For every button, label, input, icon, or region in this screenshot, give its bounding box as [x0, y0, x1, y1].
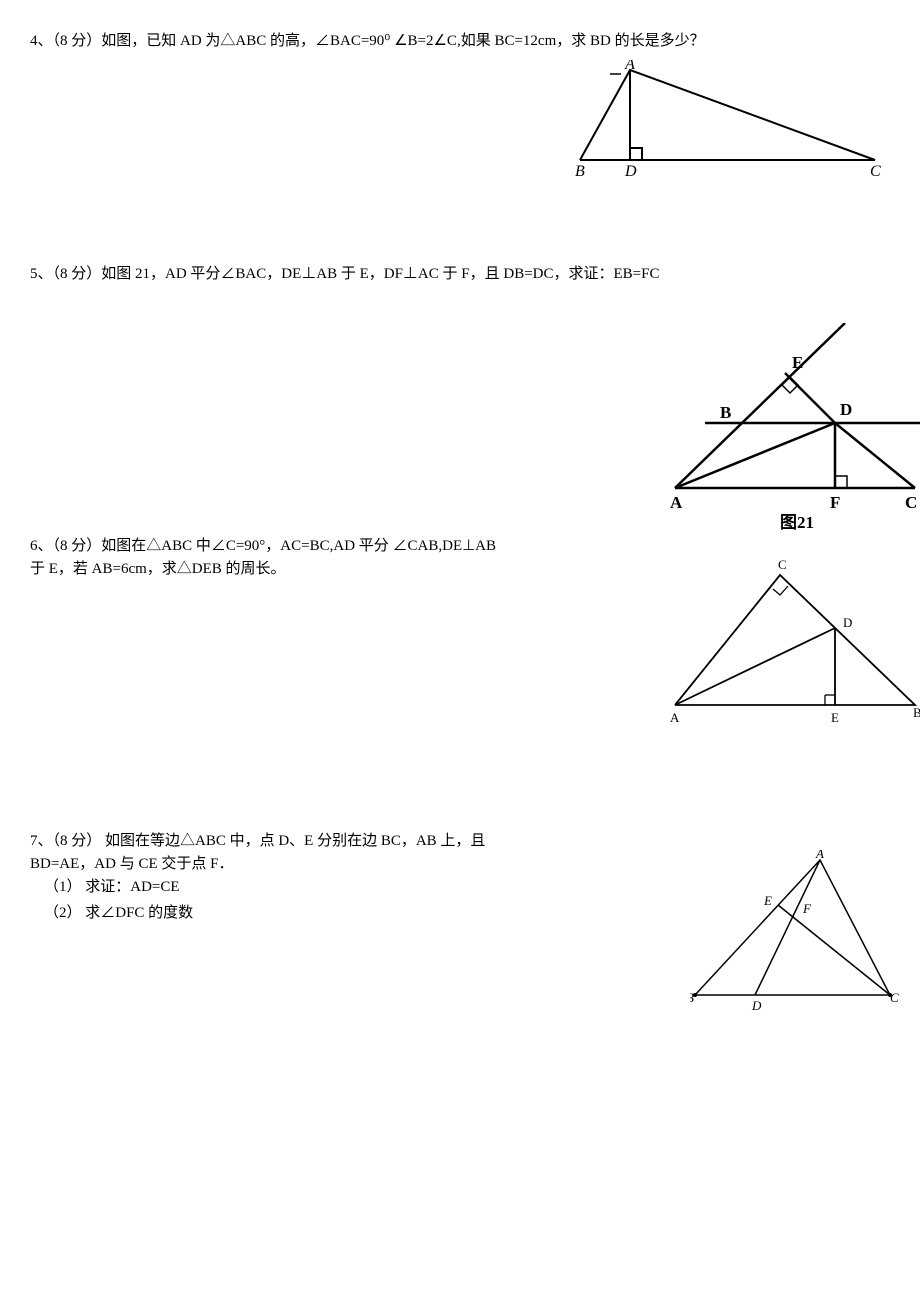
label-F: F — [802, 901, 812, 916]
label-A: A — [670, 710, 680, 725]
label-E: E — [792, 353, 803, 372]
problem-6-text-1: 6、（8 分）如图在△ABC 中∠C=90°，AC=BC,AD 平分 ∠CAB,… — [30, 535, 650, 558]
label-E: E — [763, 893, 772, 908]
label-D: D — [840, 400, 852, 419]
label-C: C — [870, 163, 881, 180]
label-A: A — [670, 493, 683, 512]
problem-4-text: 4、（8 分）如图，已知 AD 为△ABC 的高，∠BAC=90⁰ ∠B=2∠C… — [30, 30, 890, 53]
label-C: C — [890, 990, 899, 1005]
label-A: A — [815, 850, 824, 861]
label-F: F — [830, 493, 840, 512]
problem-7-figure: A E F B D C — [690, 850, 900, 1020]
label-D: D — [624, 163, 637, 180]
problem-4-figure: A B C D — [575, 60, 885, 180]
label-B: B — [690, 990, 694, 1005]
label-C: C — [905, 493, 917, 512]
label-B: B — [913, 705, 920, 720]
problem-6: 6、（8 分）如图在△ABC 中∠C=90°，AC=BC,AD 平分 ∠CAB,… — [30, 535, 890, 780]
label-A: A — [624, 60, 635, 73]
problem-7-text-1: 7、（8 分） 如图在等边△ABC 中，点 D、E 分别在边 BC，AB 上，且 — [30, 830, 650, 853]
label-D: D — [751, 998, 762, 1013]
label-E: E — [831, 710, 839, 725]
label-C: C — [778, 557, 787, 572]
fig21-caption: 图21 — [780, 513, 814, 532]
label-B: B — [575, 163, 585, 180]
problem-5-text: 5、（8 分）如图 21，AD 平分∠BAC，DE⊥AB 于 E，DF⊥AC 于… — [30, 263, 890, 286]
problem-6-figure: C D A E B — [670, 555, 920, 730]
label-B: B — [720, 403, 731, 422]
problem-4: 4、（8 分）如图，已知 AD 为△ABC 的高，∠BAC=90⁰ ∠B=2∠C… — [30, 30, 890, 213]
label-D: D — [843, 615, 852, 630]
problem-7: 7、（8 分） 如图在等边△ABC 中，点 D、E 分别在边 BC，AB 上，且… — [30, 830, 890, 1026]
problem-5-figure: E B D A F C 图21 — [670, 323, 920, 533]
problem-5: 5、（8 分）如图 21，AD 平分∠BAC，DE⊥AB 于 E，DF⊥AC 于… — [30, 263, 890, 486]
